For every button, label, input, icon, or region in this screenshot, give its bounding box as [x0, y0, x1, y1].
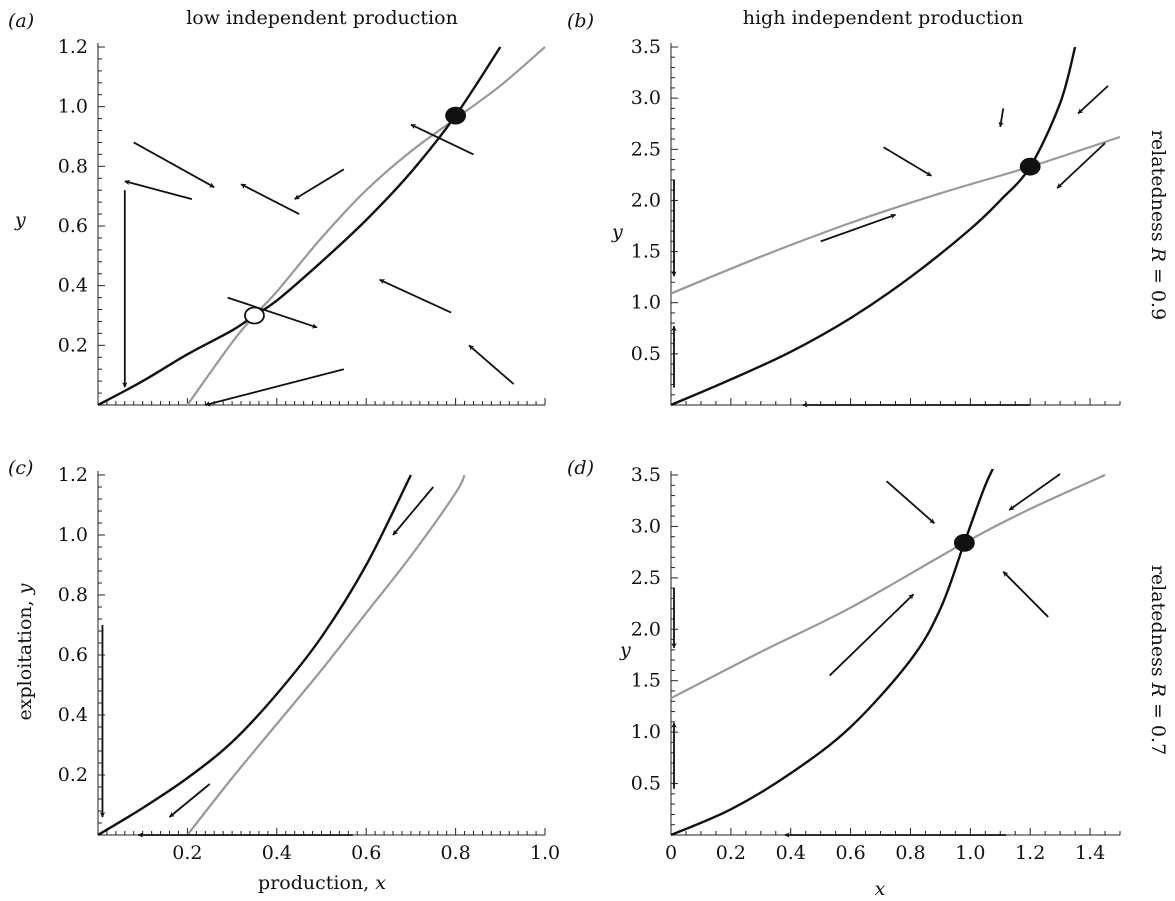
direction-arrow — [887, 481, 935, 523]
panel-label-b: (b) — [567, 10, 594, 32]
y-tick-label: 0.6 — [58, 644, 88, 666]
column-title-right: high independent production — [743, 7, 1024, 29]
direction-arrow — [134, 142, 214, 187]
stable-equilibrium — [1021, 159, 1040, 175]
unstable-equilibrium — [245, 308, 264, 324]
direction-arrow — [1078, 86, 1108, 114]
y-tick-label: 1.0 — [631, 292, 661, 314]
x-tick-label: 0.4 — [776, 842, 806, 864]
direction-arrow — [393, 487, 433, 535]
x-tick-label: 0.2 — [172, 842, 202, 864]
y-tick-label: 0.4 — [58, 275, 88, 297]
panel-d: (d) 0.5 1.0 1.5 2.0 2.5 3.0 3.5 0 0.2 0.4 0.6 0.8 1.0… — [567, 454, 1120, 900]
y-tick-label: 0.4 — [58, 704, 88, 726]
y-tick-label: 0.2 — [58, 334, 88, 356]
direction-arrow — [884, 147, 932, 176]
stable-equilibrium — [446, 108, 465, 124]
x-axis-label: x — [875, 878, 886, 900]
y-tick-label: 2.5 — [631, 567, 661, 589]
y-tick-label: 0.2 — [58, 764, 88, 786]
y-axis-label: y — [619, 639, 631, 661]
y-axis-label: y — [611, 221, 623, 243]
x-tick-label: 0.6 — [351, 842, 381, 864]
direction-arrow — [1003, 572, 1048, 617]
y-tick-label: 1.0 — [631, 721, 661, 743]
grey-curve — [187, 47, 545, 405]
direction-arrow — [830, 594, 914, 675]
black-curve — [98, 475, 411, 835]
y-tick-label: 1.2 — [58, 36, 88, 58]
panel-b: (b) 0.5 1.0 1.5 2.0 2.5 3.0 3.5 y — [567, 10, 1120, 405]
y-tick-label: 1.5 — [631, 241, 661, 263]
direction-arrow — [125, 181, 192, 199]
panel-label-a: (a) — [8, 10, 34, 32]
y-tick-label: 0.5 — [631, 773, 661, 795]
direction-arrow — [469, 345, 514, 384]
x-tick-label: 1.0 — [530, 842, 560, 864]
y-tick-label: 3.5 — [631, 464, 661, 486]
direction-arrow — [241, 184, 299, 214]
row-label-top: relatedness R = 0.9 — [1147, 130, 1169, 320]
panel-label-d: (d) — [567, 457, 594, 479]
y-tick-label: 0.5 — [631, 343, 661, 365]
y-axis-label: exploitation, y — [14, 583, 36, 720]
direction-arrow — [1009, 474, 1060, 510]
direction-arrow — [170, 784, 210, 817]
black-curve — [98, 47, 500, 405]
y-tick-label: 3.0 — [631, 87, 661, 109]
y-tick-label: 1.2 — [58, 464, 88, 486]
x-tick-label: 1.4 — [1075, 842, 1105, 864]
panel-c: (c) 0.2 0.4 0.6 0.8 1.0 1.2 0.2 0.4 0.6 0.8 1.0 expl… — [8, 457, 560, 894]
y-tick-label: 2.0 — [631, 189, 661, 211]
y-tick-label: 2.0 — [631, 618, 661, 640]
y-tick-label: 3.5 — [631, 36, 661, 58]
y-axis-label: y — [14, 209, 26, 231]
direction-arrow — [380, 280, 452, 313]
x-tick-label: 0.6 — [835, 842, 865, 864]
direction-arrow — [205, 369, 344, 405]
direction-arrow — [228, 298, 317, 328]
x-tick-label: 0.8 — [895, 842, 925, 864]
black-curve — [671, 454, 1000, 835]
y-tick-label: 0.8 — [58, 584, 88, 606]
y-tick-label: 1.0 — [58, 524, 88, 546]
y-tick-label: 3.0 — [631, 515, 661, 537]
panel-label-c: (c) — [8, 457, 33, 479]
direction-arrow — [821, 215, 896, 242]
y-tick-label: 1.5 — [631, 670, 661, 692]
grey-curve — [671, 475, 1105, 698]
y-tick-label: 2.5 — [631, 138, 661, 160]
y-tick-label: 0.8 — [58, 155, 88, 177]
y-tick-label: 0.6 — [58, 215, 88, 237]
row-label-bottom: relatedness R = 0.7 — [1147, 565, 1169, 755]
direction-arrow — [295, 169, 344, 199]
x-tick-label: 0.2 — [716, 842, 746, 864]
black-curve — [671, 47, 1075, 405]
direction-arrow — [1000, 108, 1003, 126]
x-axis-label: production, x — [258, 872, 386, 894]
stable-equilibrium — [955, 535, 974, 551]
x-tick-label: 0.4 — [262, 842, 292, 864]
x-tick-label: 0.8 — [440, 842, 470, 864]
column-title-left: low independent production — [186, 7, 458, 29]
x-tick-label: 1.0 — [955, 842, 985, 864]
panel-a: (a) 0.2 0.4 0.6 0.8 1.0 1.2 y — [8, 10, 545, 405]
x-tick-label: 0 — [665, 842, 677, 864]
y-tick-label: 1.0 — [58, 96, 88, 118]
grey-curve — [187, 475, 464, 835]
x-tick-label: 1.2 — [1015, 842, 1045, 864]
